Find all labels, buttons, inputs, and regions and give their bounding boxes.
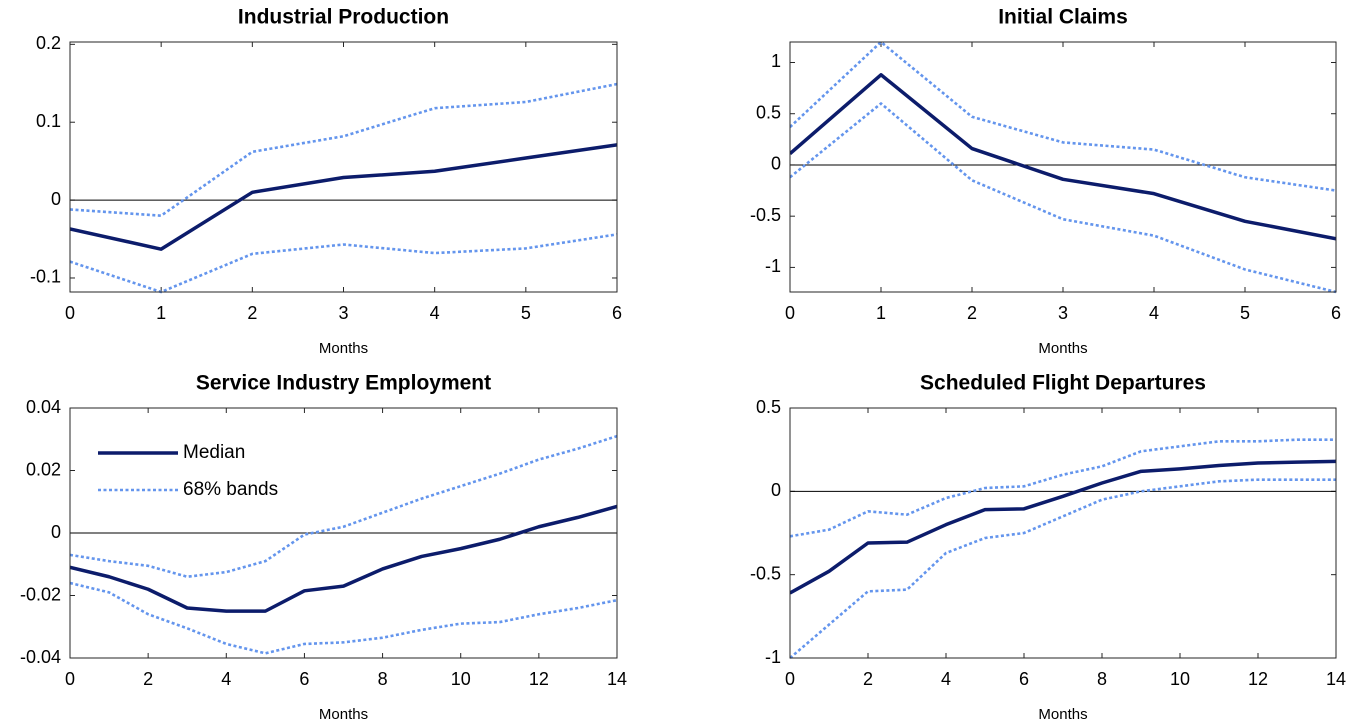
panel: Scheduled Flight Departures Months 0 2 4 6 8 10… <box>750 372 1346 723</box>
y-tick-label: -0.02 <box>20 584 61 604</box>
y-tick-label: 0.2 <box>36 33 61 53</box>
y-tick-label: -1 <box>765 647 781 667</box>
y-tick-label: -0.1 <box>30 267 61 287</box>
x-tick-label: 14 <box>1326 669 1346 689</box>
x-tick-label: 2 <box>863 669 873 689</box>
series-line <box>70 504 617 613</box>
y-tick-label: 0.02 <box>26 459 61 479</box>
x-tick-label: 4 <box>430 303 440 323</box>
x-tick-label: 1 <box>156 303 166 323</box>
x-axis-label: Months <box>1038 340 1087 357</box>
series-line <box>70 143 617 251</box>
x-tick-label: 2 <box>967 303 977 323</box>
x-axis-label: Months <box>319 340 368 357</box>
y-tick-label: 0 <box>51 189 61 209</box>
x-tick-label: 4 <box>1149 303 1159 323</box>
y-tick-label: 0 <box>771 154 781 174</box>
y-tick-label: 0.5 <box>756 102 781 122</box>
x-tick-label: 0 <box>65 303 75 323</box>
series-line <box>790 73 1336 241</box>
x-tick-label: 4 <box>221 669 231 689</box>
y-tick-label: 0.1 <box>36 111 61 131</box>
x-tick-label: 0 <box>785 669 795 689</box>
x-tick-label: 6 <box>612 303 622 323</box>
series-line <box>790 102 1336 294</box>
panel-title: Service Industry Employment <box>196 372 491 395</box>
x-tick-label: 0 <box>65 669 75 689</box>
y-tick-label: -0.5 <box>750 563 781 583</box>
axes-box <box>789 407 1337 659</box>
panel: Service Industry Employment Months 0 2 4 6 8 10… <box>20 372 627 723</box>
x-tick-label: 5 <box>1240 303 1250 323</box>
x-tick-label: 6 <box>1331 303 1341 323</box>
series-line <box>790 459 1336 595</box>
series-line <box>790 40 1336 192</box>
y-tick-label: 0 <box>771 480 781 500</box>
x-tick-label: 3 <box>338 303 348 323</box>
axes-box <box>789 41 1337 293</box>
lines <box>70 82 617 294</box>
axes-box <box>69 41 618 293</box>
x-tick-label: 1 <box>876 303 886 323</box>
series-line <box>70 581 617 655</box>
x-tick-label: 12 <box>529 669 549 689</box>
y-tick-label: -1 <box>765 256 781 276</box>
series-line <box>70 434 617 579</box>
legend-label: Median <box>183 442 245 463</box>
lines <box>790 438 1336 659</box>
lines <box>790 40 1336 294</box>
x-tick-label: 2 <box>143 669 153 689</box>
x-tick-label: 14 <box>607 669 627 689</box>
x-tick-label: 10 <box>1170 669 1190 689</box>
x-tick-label: 4 <box>941 669 951 689</box>
y-tick-label: -0.5 <box>750 205 781 225</box>
x-axis-label: Months <box>319 706 368 723</box>
x-tick-label: 5 <box>521 303 531 323</box>
y-tick-label: 0 <box>51 522 61 542</box>
y-tick-label: 0.5 <box>756 397 781 417</box>
x-tick-label: 2 <box>247 303 257 323</box>
panel-title: Industrial Production <box>238 6 449 29</box>
series-line <box>70 233 617 294</box>
x-tick-label: 8 <box>1097 669 1107 689</box>
x-tick-label: 10 <box>451 669 471 689</box>
panel: Initial Claims Months 0 1 2 3 4 5 6 -1 -0.5 0 0.5 1 <box>750 6 1341 357</box>
x-tick-label: 12 <box>1248 669 1268 689</box>
x-tick-label: 6 <box>1019 669 1029 689</box>
series-line <box>790 438 1336 538</box>
series-line <box>790 478 1336 659</box>
x-tick-label: 6 <box>299 669 309 689</box>
y-tick-label: 0.04 <box>26 397 61 417</box>
legend-label: 68% bands <box>183 479 278 500</box>
axes-box <box>69 407 618 659</box>
x-axis-label: Months <box>1038 706 1087 723</box>
y-tick-label: 1 <box>771 51 781 71</box>
panel-title: Scheduled Flight Departures <box>920 372 1206 395</box>
x-tick-label: 0 <box>785 303 795 323</box>
lines <box>70 434 617 655</box>
panel-title: Initial Claims <box>998 6 1128 29</box>
series-line <box>70 82 617 217</box>
x-tick-label: 3 <box>1058 303 1068 323</box>
y-tick-label: -0.04 <box>20 647 61 667</box>
x-tick-label: 8 <box>378 669 388 689</box>
